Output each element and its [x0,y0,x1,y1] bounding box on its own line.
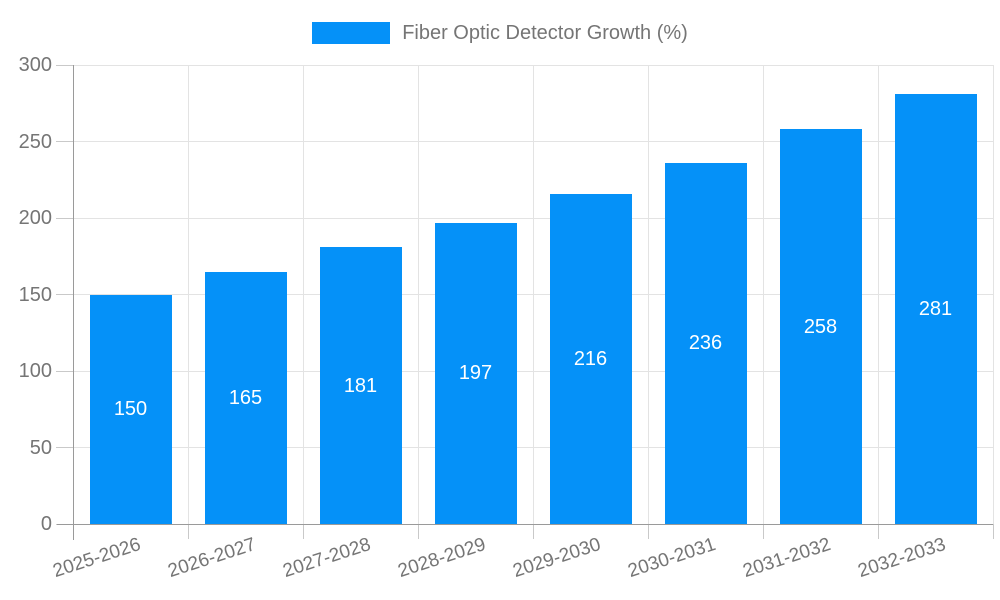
bar [664,162,747,524]
gridline-vertical [417,65,419,524]
x-axis-tick-label: 2028-2029 [395,534,488,583]
x-axis-tick [992,524,994,539]
bar [89,294,172,524]
legend-label: Fiber Optic Detector Growth (%) [402,22,688,44]
y-axis-tick [56,64,73,66]
y-axis-tick-label: 0 [40,513,52,535]
x-axis-tick-label: 2026-2027 [165,534,258,583]
y-axis-tick-label: 250 [18,130,52,153]
x-axis-tick [762,524,764,539]
bar-value-label: 150 [113,398,148,421]
x-axis-tick [647,524,649,539]
gridline-vertical [302,65,304,524]
bar [549,193,632,524]
y-axis-tick-label: 300 [18,54,52,76]
x-axis-tick-label: 2031-2032 [740,534,833,583]
y-axis-line [72,65,74,540]
bar [204,271,287,524]
y-axis-tick [56,141,73,142]
bar [319,247,402,524]
x-axis-tick [417,524,419,539]
bar [894,94,977,524]
bar-value-label: 165 [228,386,263,409]
x-axis-tick [532,524,534,539]
x-axis-tick-label: 2025-2026 [50,534,143,583]
y-axis-tick-label: 100 [18,360,52,382]
x-axis-tick [302,524,304,539]
gridline-vertical [762,65,764,524]
bar-value-label: 197 [458,362,493,385]
gridline-vertical [532,65,534,524]
bar [779,129,862,524]
x-axis-line [57,523,993,525]
bar-value-label: 216 [573,347,608,370]
x-axis-tick-label: 2030-2031 [625,534,718,583]
legend-swatch [312,22,391,44]
y-axis-tick-label: 150 [18,283,52,306]
bar-value-label: 281 [918,298,953,321]
y-axis-tick-label: 200 [18,207,52,229]
legend: Fiber Optic Detector Growth (%) [0,18,1000,48]
x-axis-tick-label: 2027-2028 [280,534,373,583]
gridline-vertical [877,65,879,524]
y-axis-tick [56,217,73,219]
bar [434,222,517,524]
y-axis-tick [56,294,73,295]
x-axis-tick [877,524,879,539]
y-axis-tick [56,447,73,448]
bar-value-label: 181 [343,374,378,397]
x-axis-tick-label: 2029-2030 [510,534,603,583]
bar-value-label: 258 [803,315,838,338]
y-axis-tick-label: 50 [29,436,52,459]
gridline-vertical [187,65,189,524]
x-axis-tick [187,524,189,539]
y-axis-tick [56,370,73,372]
gridline-vertical [992,65,994,524]
gridline-vertical [647,65,649,524]
bar-value-label: 236 [688,332,723,355]
x-axis-tick-label: 2032-2033 [855,534,948,583]
